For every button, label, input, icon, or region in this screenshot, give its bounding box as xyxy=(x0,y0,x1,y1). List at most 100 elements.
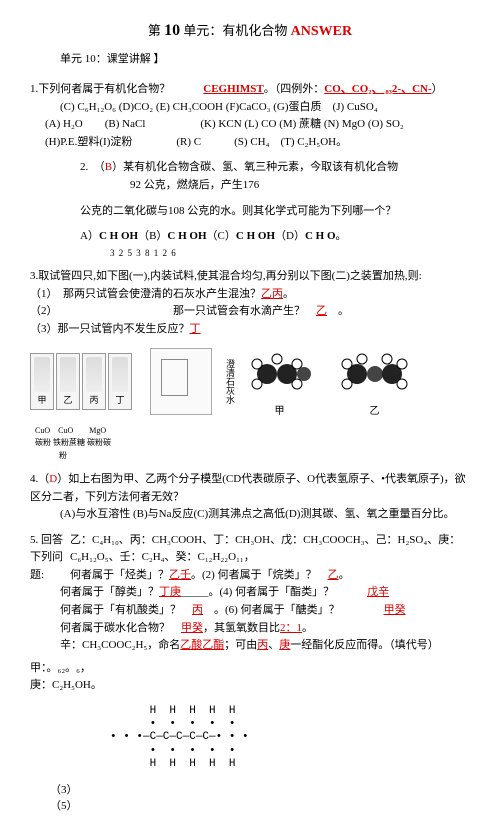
tubes-diagram: 甲 乙 丙 丁 xyxy=(30,353,132,410)
q1-k: (K) KCN xyxy=(200,118,241,130)
q1-ans: CEGHIMST xyxy=(203,83,264,95)
tube-4: 丁 xyxy=(115,393,124,409)
q5-r3q2: 。(6) 何者属于「醣类」？ xyxy=(214,604,340,616)
q5-r2q: 何者属于「醇类」？ xyxy=(60,586,159,598)
q3-a1: 乙丙 xyxy=(261,288,283,300)
q1-s: (S) CH₄ xyxy=(234,136,269,148)
q1-b: (B) NaCl xyxy=(105,118,146,130)
q5-r4a2: 2：1 xyxy=(280,622,302,634)
mol-b-label: 乙 xyxy=(332,404,417,420)
q1-j: (J) CuSO₄ xyxy=(333,101,378,113)
q5-r3a: 丙 xyxy=(192,604,203,616)
q5-r5q: 辛：CH₃COOC₂H₅，命名 xyxy=(60,639,180,651)
q3-p2t: 那一只试管会有水滴产生？ xyxy=(173,305,305,317)
q2-sub: 3 2 5 3 8 1 2 6 xyxy=(110,246,470,260)
tube-3: 丙 xyxy=(89,393,98,409)
q2-cc: C H OH xyxy=(236,230,275,242)
q5-r5t: 一经酯化反应而得。（填代号） xyxy=(290,639,439,651)
q1-c: (C) C₆H₁₂O₆ xyxy=(60,101,116,113)
q1-t: (T) C₂H₅OH。 xyxy=(280,136,347,148)
title-num: 10 xyxy=(164,22,180,39)
q3-p2: （2） xyxy=(30,305,52,317)
q5-r1q2: 。(2) 何者属于「烷类」？ xyxy=(191,569,317,581)
q5-r4q2: ，其氢氧数目比 xyxy=(203,622,280,634)
q1-d: (D)CO₂ xyxy=(119,101,153,113)
q4-t2: ）如上右图为甲、乙两个分子模型(CD代表碳原子、O代表氢原子、•代表氧原子)，欲… xyxy=(30,473,466,503)
q5-r5a: 乙酸乙酯 xyxy=(180,639,224,651)
molecule-b xyxy=(337,344,412,404)
tube-2: 乙 xyxy=(63,393,72,409)
q5-line1: 乙：C₄H₁₀、丙：CH₃COOH、丁：CH₃OH、戊：CH₃COOCH₃、己：… xyxy=(60,532,470,567)
q2-oc: （C） xyxy=(207,230,236,242)
tube-1: 甲 xyxy=(37,393,46,409)
limewater-label: 澄清石灰水 xyxy=(225,359,237,404)
answer-label: ANSWER xyxy=(291,24,352,39)
q1-except: CO、CO₂、 ₈₃2-、CN- xyxy=(324,83,431,95)
q3-a3: 丁 xyxy=(190,323,201,335)
q5-r2q2: 。(4) 何者属于「酯类」？ xyxy=(209,586,335,598)
q3-p3: （3） xyxy=(30,323,58,335)
q2-dot: 。 xyxy=(336,230,347,242)
q3-p1: （1） xyxy=(30,288,52,300)
q5-r2a2: 戊辛 xyxy=(367,586,389,598)
q5-r4d: 。 xyxy=(302,622,313,634)
q2-t1: ）某有机化合物含碳、氢、氧三种元素，今取该有机化合物 xyxy=(112,161,398,173)
q5-r1a2: 乙 xyxy=(328,569,339,581)
title-prefix: 第 xyxy=(148,23,161,38)
q1-h: (H)P.E.塑料 xyxy=(45,136,99,148)
q1-n: (N) MgO xyxy=(324,118,365,130)
q5-r4q: 何者属于碳水化合物？ xyxy=(60,622,170,634)
q1-e: (E) CH₃COOH xyxy=(156,101,223,113)
q5-jia: 甲：。₆₂。₆， xyxy=(30,662,91,674)
l3: （3） xyxy=(50,784,78,796)
tube-desc: CuO CuO MgO碳粉 铁粉蔗糖 碳粉碳 粉 xyxy=(35,425,470,463)
q1-o: (O) SO₂ xyxy=(368,118,404,130)
q1-f: (F)CaCO₃ xyxy=(226,101,271,113)
q5-r4a: 甲癸 xyxy=(181,622,203,634)
q3-p1t: 那两只试管会使澄清的石灰水产生混浊？ xyxy=(63,288,261,300)
q3-p3t: 那一只试管内不发生反应？ xyxy=(58,323,190,335)
q4-opts: (A)与水互溶性 (B)与Na反应(C)测其沸点之高低(D)测其碳、氢、氧之重量… xyxy=(60,506,470,524)
q1-i: (I)淀粉 xyxy=(99,136,132,148)
q1-r: (R) C xyxy=(176,136,201,148)
q3-a2: 乙 xyxy=(316,305,327,317)
mol-a-label: 甲 xyxy=(237,404,322,420)
subtitle: 单元 10：课堂讲解 】 xyxy=(60,50,470,66)
q1-note: 。（四例外： xyxy=(264,83,325,95)
q5-r5a2: 丙 xyxy=(257,639,268,651)
q2-od: （D） xyxy=(275,230,305,242)
q4-d: D xyxy=(49,473,57,485)
q3-text: 3.取试管四只,如下图(一),内装试料,使其混合均匀,再分别以下图(二)之装置加… xyxy=(30,268,470,286)
q1-g: (G)蛋白质 xyxy=(273,101,321,113)
q2-oa: A） xyxy=(80,230,99,242)
q5-r1a: 乙壬 xyxy=(169,569,191,581)
structure-formula: H H H H H • • • • • • • •—C—C—C—C—C—• • … xyxy=(110,705,470,771)
title-unit: 单元：有机化合物 xyxy=(183,23,287,38)
q2-t2: 92 公克，燃烧后，产生176 xyxy=(130,177,470,195)
q2-dd: C H O xyxy=(305,230,336,242)
q1-text: 1.下列何者属于有机化合物？ xyxy=(30,83,170,95)
q2-t3: 公克的二氧化碳与108 公克的水。则其化学式可能为下列哪一个？ xyxy=(80,203,470,221)
q2-ob: （B） xyxy=(138,230,167,242)
l5: （5） xyxy=(50,800,78,812)
q5-r1d: 。 xyxy=(339,569,350,581)
q5-r2u: _____ xyxy=(181,586,209,598)
q3-p2d: 。 xyxy=(338,305,349,317)
q5-r3a2: 甲癸 xyxy=(384,604,406,616)
q5-r3q: 何者属于「有机酸类」？ xyxy=(60,604,181,616)
q2-b: B xyxy=(105,161,112,173)
q2-bb: C H OH xyxy=(167,230,206,242)
molecule-a xyxy=(242,344,317,404)
apparatus-diagram xyxy=(150,348,212,415)
q1-l: (L) CO xyxy=(244,118,276,130)
q1-a: (A) H₂O xyxy=(45,118,83,130)
q5-r5q2: ；可由 xyxy=(224,639,257,651)
q5-r5a3: 庚 xyxy=(279,639,290,651)
q1-close: ） xyxy=(432,83,443,95)
q2-num: 2. xyxy=(80,161,88,173)
q5-r2a: 丁庚 xyxy=(159,586,181,598)
q2-a: C H OH xyxy=(99,230,138,242)
q4-t1: 4.（ xyxy=(30,473,49,485)
q5-r1q: 何者属于「烃类」？ xyxy=(70,569,169,581)
q1-m: (M) 蔗糖 xyxy=(279,118,321,130)
